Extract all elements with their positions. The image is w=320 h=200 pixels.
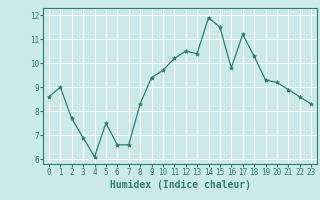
X-axis label: Humidex (Indice chaleur): Humidex (Indice chaleur) — [109, 180, 251, 190]
